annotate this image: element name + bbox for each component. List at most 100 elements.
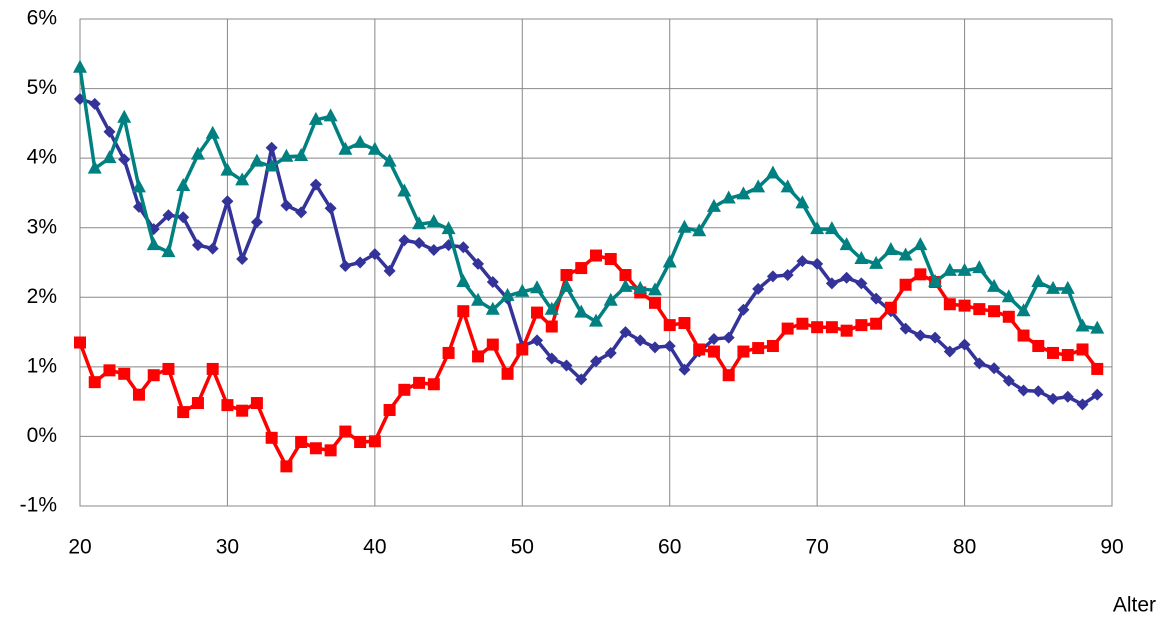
marker — [958, 338, 971, 351]
marker — [117, 109, 132, 123]
marker — [972, 260, 987, 274]
marker — [383, 264, 396, 277]
marker — [899, 322, 912, 335]
marker — [500, 287, 515, 301]
series-line — [78, 67, 1098, 331]
marker — [678, 317, 691, 330]
marker — [191, 397, 204, 410]
marker — [973, 303, 986, 316]
x-tick-label: 90 — [1100, 536, 1123, 559]
marker — [795, 195, 810, 209]
marker — [295, 435, 308, 448]
marker — [118, 367, 131, 380]
marker — [383, 403, 396, 416]
marker — [206, 362, 219, 375]
marker — [176, 177, 191, 191]
marker — [221, 195, 234, 208]
marker — [353, 134, 368, 148]
marker — [1031, 273, 1046, 287]
marker — [1076, 398, 1089, 411]
marker — [1032, 339, 1045, 352]
marker — [1016, 303, 1031, 317]
marker — [146, 237, 161, 251]
marker — [677, 219, 692, 233]
marker — [1091, 388, 1104, 401]
marker — [663, 339, 676, 352]
marker — [825, 277, 838, 290]
marker — [855, 319, 868, 332]
marker — [604, 346, 617, 359]
marker — [177, 406, 190, 419]
marker — [280, 460, 293, 473]
marker — [810, 221, 825, 235]
marker — [1017, 329, 1030, 342]
marker — [1001, 289, 1016, 303]
series-line — [79, 97, 1099, 407]
marker — [693, 343, 706, 356]
marker — [516, 343, 529, 356]
marker — [531, 334, 544, 347]
marker — [736, 186, 751, 200]
marker — [249, 153, 264, 167]
y-tick-label: -1% — [20, 494, 57, 517]
marker — [560, 269, 573, 282]
marker — [220, 162, 235, 176]
marker — [368, 435, 381, 448]
x-tick-label: 20 — [68, 536, 91, 559]
marker — [1060, 280, 1075, 294]
marker — [118, 153, 131, 166]
marker — [88, 376, 101, 389]
marker — [103, 364, 116, 377]
marker — [942, 262, 957, 276]
marker — [162, 362, 175, 375]
marker — [486, 338, 499, 351]
marker — [913, 237, 928, 251]
marker — [398, 383, 411, 396]
marker — [811, 257, 824, 270]
marker — [987, 278, 1002, 292]
marker — [456, 273, 471, 287]
marker — [221, 399, 234, 412]
marker — [485, 301, 500, 315]
marker — [501, 367, 514, 380]
marker — [663, 319, 676, 332]
marker — [737, 303, 750, 316]
marker — [604, 253, 617, 266]
marker — [294, 148, 309, 162]
marker — [427, 378, 440, 391]
marker — [721, 190, 736, 204]
marker — [177, 211, 190, 224]
marker — [323, 108, 338, 122]
marker — [559, 278, 574, 292]
marker — [1061, 349, 1074, 362]
marker — [825, 321, 838, 334]
marker — [824, 221, 839, 235]
marker — [354, 435, 367, 448]
marker — [103, 125, 116, 138]
marker — [796, 317, 809, 330]
marker — [1032, 385, 1045, 398]
marker — [575, 373, 588, 386]
marker — [1017, 384, 1030, 397]
marker — [412, 216, 427, 230]
marker — [943, 345, 956, 358]
marker — [1046, 280, 1061, 294]
marker — [264, 158, 279, 172]
marker — [751, 179, 766, 193]
marker — [589, 313, 603, 327]
marker — [339, 259, 352, 272]
x-tick-label: 80 — [953, 536, 976, 559]
marker — [707, 345, 720, 358]
marker — [752, 282, 765, 295]
marker — [235, 172, 250, 186]
marker — [590, 355, 602, 368]
marker — [295, 206, 308, 219]
marker — [544, 301, 559, 315]
marker — [338, 141, 353, 155]
marker — [766, 339, 779, 352]
marker — [737, 345, 750, 358]
marker — [426, 214, 441, 228]
marker — [1076, 343, 1089, 356]
